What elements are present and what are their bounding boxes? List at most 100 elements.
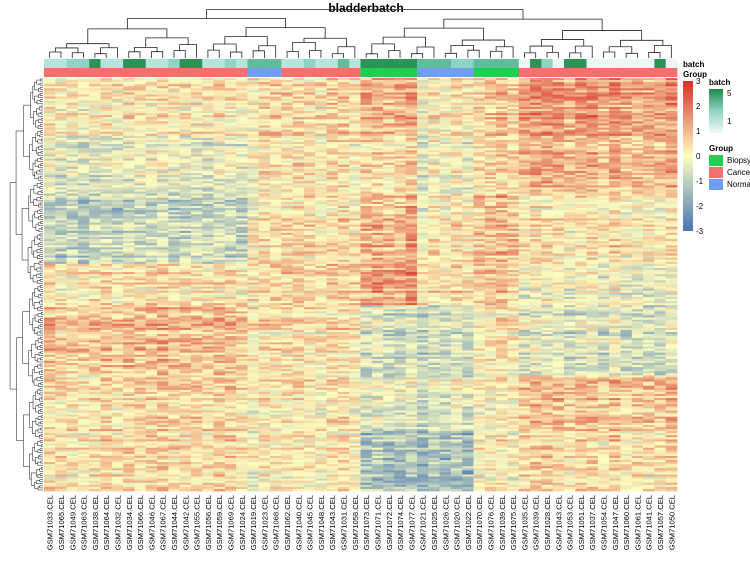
heatmap-cell — [66, 387, 79, 391]
heatmap-cell — [100, 406, 113, 409]
heatmap-cell — [134, 282, 147, 285]
heatmap-cell — [66, 389, 79, 393]
heatmap-cell — [145, 474, 158, 477]
heatmap-cell — [123, 123, 135, 126]
heatmap-cell — [111, 154, 124, 157]
heatmap-cell — [145, 210, 158, 213]
heatmap-cell — [77, 389, 90, 393]
batch-annotation-cell — [417, 59, 429, 68]
heatmap-cell — [123, 332, 135, 335]
heatmap-cell — [100, 369, 113, 372]
heatmap-cell — [77, 352, 90, 356]
heatmap-cell — [123, 311, 135, 314]
heatmap-cell — [111, 410, 124, 413]
heatmap-cell — [55, 290, 67, 294]
dendrogram-branch — [574, 45, 593, 58]
heatmap-cell — [55, 249, 67, 252]
heatmap-cell — [89, 468, 101, 471]
heatmap-cell — [66, 160, 79, 164]
heatmap-cell — [123, 402, 135, 405]
heatmap-cell — [123, 445, 135, 449]
heatmap-cell — [123, 218, 135, 221]
heatmap-cell — [66, 313, 79, 316]
heatmap-cell — [145, 309, 158, 312]
heatmap-cell — [100, 177, 113, 180]
heatmap-cell — [123, 470, 135, 473]
heatmap-cell — [145, 296, 158, 300]
heatmap-cell — [89, 251, 101, 254]
heatmap-cell — [77, 168, 90, 172]
heatmap-cell — [111, 439, 124, 442]
heatmap-cell — [111, 426, 124, 430]
heatmap-cell — [157, 78, 169, 81]
dendrogram-branch — [66, 43, 110, 48]
heatmap-cell — [100, 398, 113, 401]
heatmap-cell — [77, 332, 90, 335]
heatmap-cell — [224, 488, 237, 492]
heatmap-cell — [247, 488, 260, 492]
heatmap-cell — [100, 325, 113, 329]
heatmap-cell — [145, 133, 158, 137]
heatmap-cell — [111, 356, 124, 360]
heatmap-cell — [44, 160, 56, 164]
group-annotation-cell — [597, 68, 610, 77]
dendrogram-branch — [37, 191, 43, 195]
batch-annotation-cell — [157, 59, 169, 68]
dendrogram-branch — [39, 237, 43, 241]
dendrogram-branch — [37, 139, 43, 144]
heatmap-cell — [77, 94, 90, 97]
heatmap-cell — [89, 131, 101, 135]
group-annotation-cell — [563, 68, 576, 77]
heatmap-cell — [145, 166, 158, 170]
heatmap-cell — [111, 191, 124, 195]
heatmap-cell — [77, 460, 90, 463]
heatmap-cell — [123, 486, 135, 490]
heatmap-cell — [66, 150, 79, 153]
heatmap-cell — [111, 226, 124, 230]
heatmap-cell — [123, 150, 135, 153]
heatmap-cell — [55, 133, 67, 137]
heatmap-cell — [66, 222, 79, 226]
heatmap-cell — [134, 276, 147, 279]
heatmap-cell — [44, 84, 56, 87]
heatmap-cell — [145, 321, 158, 325]
heatmap-cell — [100, 156, 113, 159]
heatmap-cell — [77, 193, 90, 197]
heatmap-cell — [134, 451, 147, 455]
dendrogram-branch — [33, 111, 37, 125]
heatmap-cell — [44, 270, 56, 273]
heatmap-cell — [66, 175, 79, 178]
heatmap-cell — [66, 327, 79, 331]
heatmap-cell — [89, 329, 101, 333]
heatmap-cell — [134, 290, 147, 294]
heatmap-cell — [145, 433, 158, 436]
heatmap-cell — [100, 420, 113, 424]
heatmap-cell — [134, 257, 147, 261]
column-dendrogram — [49, 9, 672, 58]
heatmap-cell — [66, 226, 79, 230]
heatmap-cell — [134, 160, 147, 164]
heatmap-cell — [77, 210, 90, 213]
heatmap-cell — [44, 218, 56, 221]
batch-annotation-cell — [236, 59, 248, 68]
heatmap-cell — [100, 488, 113, 492]
heatmap-cell — [77, 265, 90, 269]
heatmap-cell — [134, 251, 147, 254]
heatmap-cell — [145, 346, 158, 349]
heatmap-cell — [44, 338, 56, 341]
heatmap-cell — [55, 298, 67, 302]
heatmap-cell — [134, 389, 147, 393]
heatmap-cell — [157, 119, 169, 122]
batch-annotation-cell — [349, 59, 361, 68]
heatmap-cell — [55, 443, 67, 446]
heatmap-cell — [77, 247, 90, 250]
dendrogram-branch — [39, 202, 43, 206]
batch-annotation-cell — [530, 59, 542, 68]
heatmap-cell — [111, 78, 124, 81]
heatmap-cell — [44, 206, 56, 209]
heatmap-cell — [123, 121, 135, 124]
heatmap-cell — [44, 309, 56, 312]
heatmap-cell — [66, 371, 79, 374]
heatmap-cell — [134, 175, 147, 178]
heatmap-cell — [89, 94, 101, 97]
